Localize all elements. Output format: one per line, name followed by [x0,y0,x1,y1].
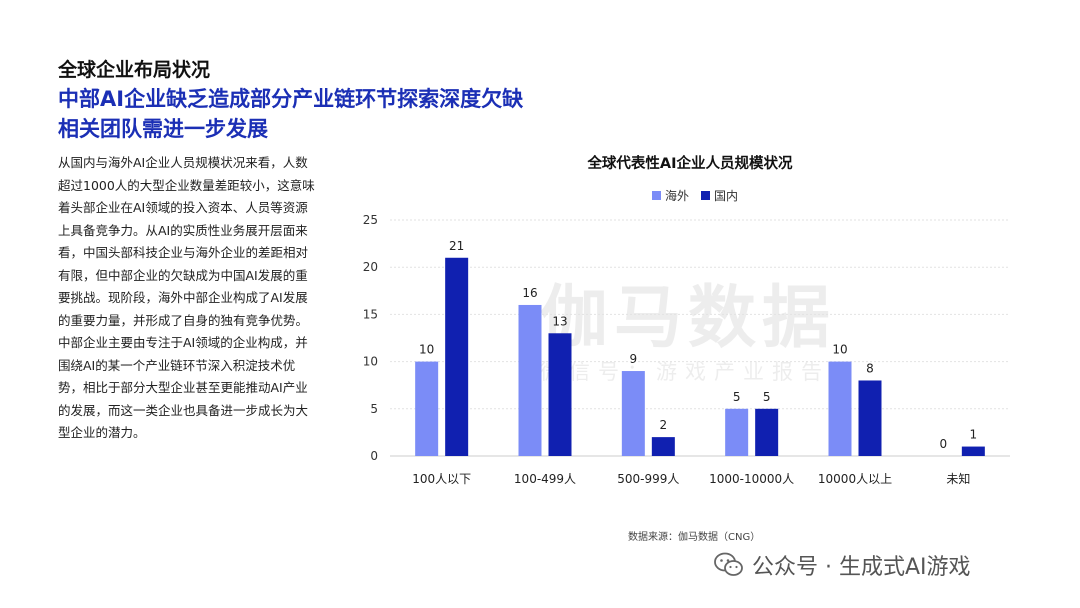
x-tick-label: 1000-10000人 [709,472,794,486]
body-paragraph: 从国内与海外AI企业人员规模状况来看，人数超过1000人的大型企业数量差距较小，… [58,155,315,440]
data-label: 5 [733,390,741,404]
x-tick-label: 500-999人 [617,472,679,486]
x-tick-label: 100人以下 [412,472,471,486]
bar-overseas [725,408,749,456]
x-tick-label: 未知 [946,472,970,486]
legend-item-domestic: 国内 [701,187,738,204]
bar-domestic [755,408,779,456]
bar-overseas [621,371,645,456]
data-label: 2 [660,418,668,432]
y-tick-label: 5 [370,402,378,416]
y-tick-label: 20 [363,260,378,274]
footer-text: 公众号 · 生成式AI游戏 [752,555,971,580]
data-label: 10 [419,343,434,357]
x-tick-label: 100-499人 [514,472,576,486]
data-label: 13 [552,314,567,328]
legend-label-domestic: 国内 [714,189,739,203]
bar-domestic [858,380,882,456]
bar-overseas [415,361,439,456]
legend-swatch-overseas [652,191,661,200]
bar-domestic [445,257,469,456]
x-tick-label: 10000人以上 [818,472,892,486]
y-tick-label: 10 [363,355,378,369]
headline: 中部AI企业缺乏造成部分产业链环节探索深度欠缺 相关团队需进一步发展 [58,84,618,144]
y-tick-label: 25 [363,213,378,227]
legend-item-overseas: 海外 [652,187,689,204]
footer-account: 公众号 · 生成式AI游戏 [714,549,971,581]
data-label: 5 [763,390,771,404]
data-label: 16 [522,286,537,300]
legend-swatch-domestic [701,191,711,200]
data-label: 8 [866,361,874,375]
y-tick-label: 0 [370,449,378,463]
headline-line-1: 中部AI企业缺乏造成部分产业链环节探索深度欠缺 [58,87,524,111]
section-title: 全球企业布局状况 [58,59,211,81]
chart-legend: 海外 国内 [652,187,738,204]
data-label: 0 [940,437,948,451]
legend-label-overseas: 海外 [665,189,690,203]
data-label: 10 [832,343,847,357]
y-tick-label: 15 [363,307,378,321]
bar-domestic [651,437,675,456]
wechat-icon [714,552,743,576]
bar-overseas [828,361,852,456]
watermark-main: 伽马数据 [540,279,837,358]
headline-line-2: 相关团队需进一步发展 [58,117,268,141]
chart-title: 全球代表性AI企业人员规模状况 [587,156,793,172]
bar-domestic [961,446,985,456]
bar-overseas [518,304,542,456]
watermark-sub: 微信号：游戏产业报告 [540,360,830,384]
data-label: 21 [449,239,464,253]
bar-domestic [548,333,572,456]
data-label: 1 [970,428,978,442]
data-label: 9 [630,352,638,366]
data-source: 数据来源：伽马数据（CNG） [628,532,761,543]
